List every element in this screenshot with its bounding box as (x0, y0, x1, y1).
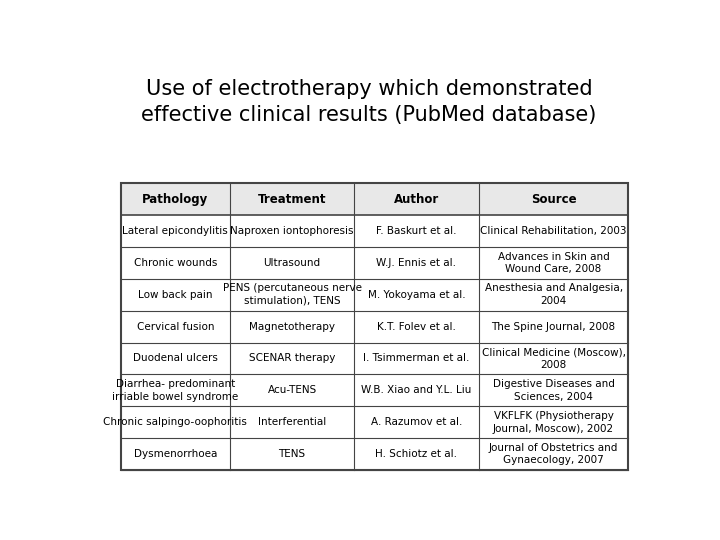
Text: Naproxen iontophoresis: Naproxen iontophoresis (230, 226, 354, 236)
Text: W.B. Xiao and Y.L. Liu: W.B. Xiao and Y.L. Liu (361, 386, 472, 395)
Text: Advances in Skin and
Wound Care, 2008: Advances in Skin and Wound Care, 2008 (498, 252, 609, 274)
Text: Cervical fusion: Cervical fusion (137, 322, 214, 332)
Bar (121, 183, 629, 470)
Text: Author: Author (394, 193, 439, 206)
Text: Magnetotherapy: Magnetotherapy (249, 322, 335, 332)
Text: The Spine Journal, 2008: The Spine Journal, 2008 (492, 322, 616, 332)
Text: F. Baskurt et al.: F. Baskurt et al. (377, 226, 456, 236)
Text: SCENAR therapy: SCENAR therapy (249, 354, 336, 363)
Text: H. Schiotz et al.: H. Schiotz et al. (375, 449, 457, 459)
Text: VKFLFK (Physiotherapy
Journal, Moscow), 2002: VKFLFK (Physiotherapy Journal, Moscow), … (493, 411, 614, 434)
Text: Clinical Rehabilitation, 2003: Clinical Rehabilitation, 2003 (480, 226, 627, 236)
Text: I. Tsimmerman et al.: I. Tsimmerman et al. (364, 354, 469, 363)
Text: Use of electrotherapy which demonstrated
effective clinical results (PubMed data: Use of electrotherapy which demonstrated… (141, 79, 597, 125)
Text: Low back pain: Low back pain (138, 289, 212, 300)
Text: Journal of Obstetrics and
Gynaecology, 2007: Journal of Obstetrics and Gynaecology, 2… (489, 443, 618, 465)
Text: Dysmenorrhoea: Dysmenorrhoea (134, 449, 217, 459)
Text: K.T. Folev et al.: K.T. Folev et al. (377, 322, 456, 332)
Text: Diarrhea- predominant
irriable bowel syndrome: Diarrhea- predominant irriable bowel syn… (112, 379, 238, 402)
Text: Interferential: Interferential (258, 417, 326, 427)
Text: Anesthesia and Analgesia,
2004: Anesthesia and Analgesia, 2004 (485, 284, 623, 306)
Bar (121, 183, 629, 215)
Text: Digestive Diseases and
Sciences, 2004: Digestive Diseases and Sciences, 2004 (492, 379, 614, 402)
Text: Clinical Medicine (Moscow),
2008: Clinical Medicine (Moscow), 2008 (482, 347, 626, 370)
Text: Chronic salpingo-oophoritis: Chronic salpingo-oophoritis (104, 417, 247, 427)
Text: TENS: TENS (279, 449, 305, 459)
Text: Source: Source (531, 193, 577, 206)
Text: Duodenal ulcers: Duodenal ulcers (132, 354, 217, 363)
Text: Acu-TENS: Acu-TENS (267, 386, 317, 395)
Text: Treatment: Treatment (258, 193, 326, 206)
Text: A. Razumov et al.: A. Razumov et al. (371, 417, 462, 427)
Text: Ultrasound: Ultrasound (264, 258, 320, 268)
Text: W.J. Ennis et al.: W.J. Ennis et al. (377, 258, 456, 268)
Text: PENS (percutaneous nerve
stimulation), TENS: PENS (percutaneous nerve stimulation), T… (222, 284, 361, 306)
Text: Lateral epicondylitis: Lateral epicondylitis (122, 226, 228, 236)
Text: Chronic wounds: Chronic wounds (134, 258, 217, 268)
Text: Pathology: Pathology (142, 193, 208, 206)
Text: M. Yokoyama et al.: M. Yokoyama et al. (368, 289, 465, 300)
